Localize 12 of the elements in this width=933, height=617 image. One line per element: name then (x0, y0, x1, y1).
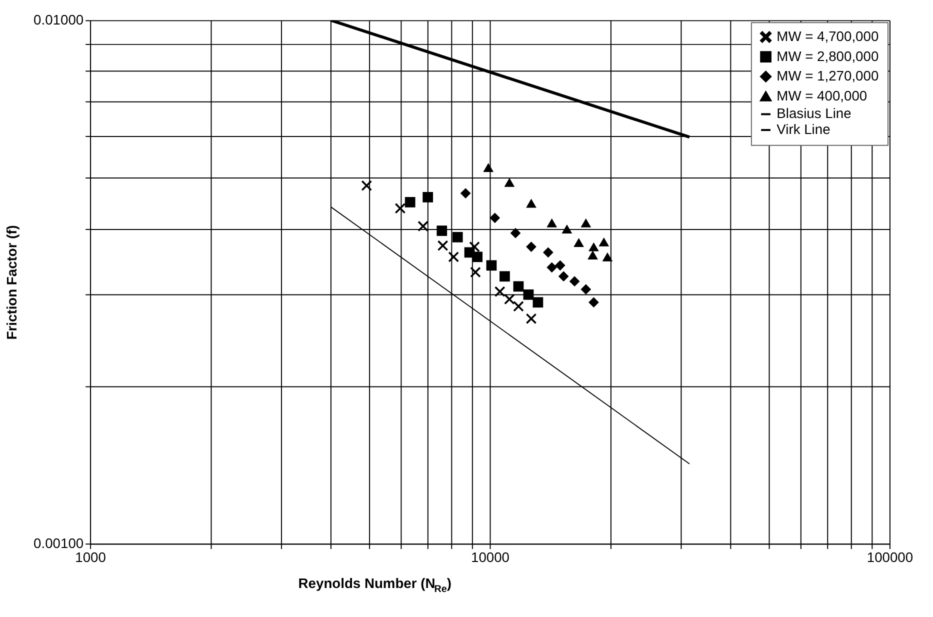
legend-label: MW = 2,800,000 (776, 48, 879, 64)
legend-label: MW = 400,000 (776, 87, 868, 104)
x-tick-label: 100000 (866, 548, 914, 565)
legend-label: MW = 4,700,000 (776, 28, 879, 44)
y-tick-label: 0.00100 (34, 535, 84, 552)
legend-label: MW = 1,270,000 (776, 68, 879, 84)
y-axis-title: Friction Factor (f) (4, 225, 20, 340)
x-tick-label: 10000 (470, 548, 510, 565)
y-tick-label: 0.01000 (34, 12, 84, 28)
legend-label: Virk Line (776, 120, 831, 137)
legend-label: Blasius Line (776, 105, 852, 122)
x-tick-label: 1000 (75, 548, 106, 565)
